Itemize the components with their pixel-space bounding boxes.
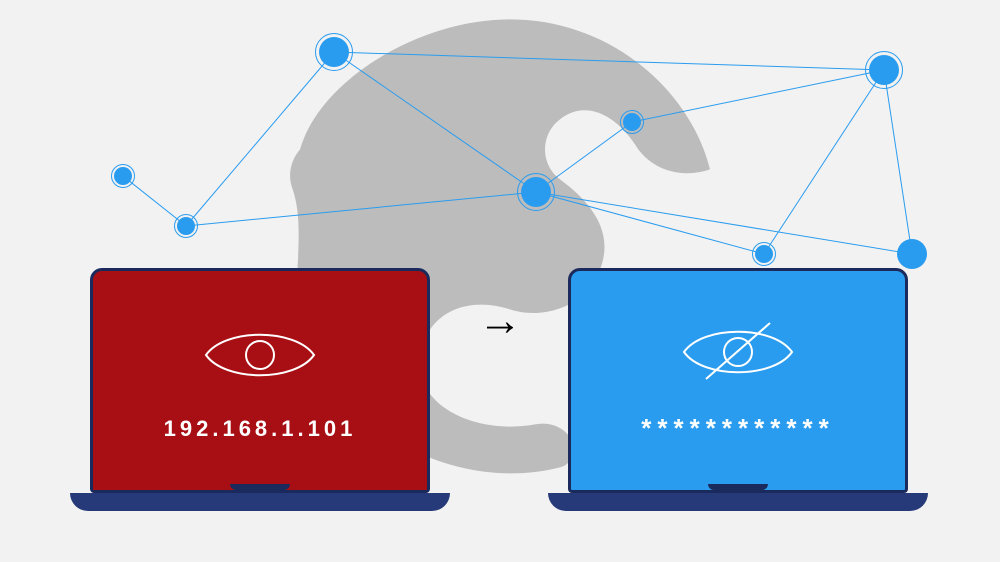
network-node bbox=[319, 37, 349, 67]
network-node bbox=[897, 239, 927, 269]
network-node bbox=[755, 245, 773, 263]
laptop-notch bbox=[230, 484, 290, 490]
masked-ip-text: ************ bbox=[641, 413, 834, 444]
laptop-hidden: ************ bbox=[568, 268, 948, 511]
eye-visible-icon bbox=[200, 320, 320, 390]
laptop-exposed: 192.168.1.101 bbox=[90, 268, 470, 511]
laptop-notch bbox=[708, 484, 768, 490]
ip-address-text: 192.168.1.101 bbox=[164, 416, 357, 442]
laptop-base bbox=[548, 493, 928, 511]
network-node bbox=[521, 177, 551, 207]
laptop-base bbox=[70, 493, 450, 511]
network-node bbox=[177, 217, 195, 235]
arrow-icon: → bbox=[478, 296, 522, 346]
network-node bbox=[114, 167, 132, 185]
network-node bbox=[869, 55, 899, 85]
eye-hidden-icon bbox=[678, 317, 798, 387]
network-node bbox=[623, 113, 641, 131]
